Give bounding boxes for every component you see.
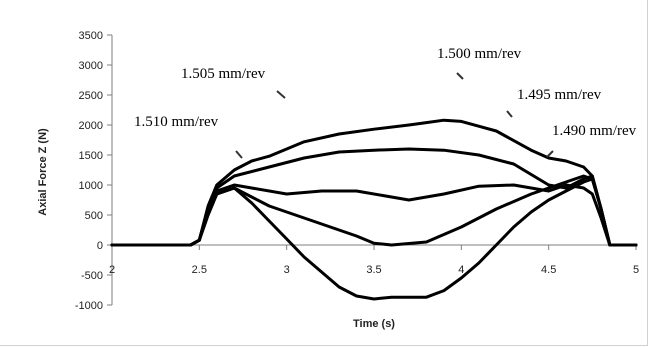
y-tick-label: 500 [85,210,103,222]
axes: -1000 -500 0 500 1000 1500 2000 2500 3000 3500 2 2.… [75,30,639,312]
annotation-leader [546,150,554,158]
annotation-label: 1.495 mm/rev [517,87,602,103]
y-tick-label: 1500 [79,150,103,162]
annotation-layer: 1.500 mm/rev 1.505 mm/rev 1.510 mm/rev 1.49… [134,46,637,159]
x-tick-label: 2.5 [192,264,207,276]
annotation-leader [506,110,513,118]
series-layer [110,118,638,301]
y-tick-label: -500 [81,270,103,282]
annotation-label: 1.510 mm/rev [134,114,219,130]
series-line-5 [110,177,638,301]
series-line-1 [110,118,638,247]
annotation-label: 1.505 mm/rev [181,66,266,82]
y-tick-label: 0 [97,240,103,252]
y-tick-label: 2500 [79,90,103,102]
x-tick-label: 4 [458,264,464,276]
x-tick-label: 2 [109,264,115,276]
annotation-leader [456,72,464,80]
annotation-leader [276,90,286,99]
x-tick-label: 4.5 [541,264,556,276]
x-tick-label: 3 [284,264,290,276]
y-axis-title: Axial Force Z (N) [37,128,49,216]
y-tick-label: 1000 [79,180,103,192]
series-line-4 [110,174,638,247]
x-tick-label: 5 [633,264,639,276]
x-axis-title: Time (s) [353,318,395,330]
y-tick-label: 3500 [79,30,103,42]
annotation-leader [235,150,243,159]
y-tick-label: 3000 [79,60,103,72]
annotation-label: 1.490 mm/rev [552,123,637,139]
y-tick-label: -1000 [75,300,103,312]
x-tick-label: 3.5 [366,264,381,276]
y-tick-label: 2000 [79,120,103,132]
annotation-label: 1.500 mm/rev [437,46,522,62]
